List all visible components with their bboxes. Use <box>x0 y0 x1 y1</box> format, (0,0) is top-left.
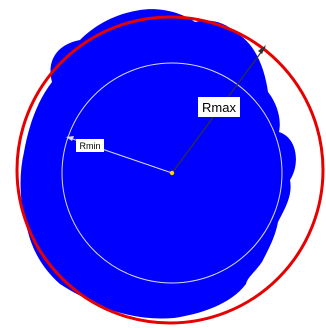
rmin-arrowhead <box>66 136 74 141</box>
blue-irregular-shape <box>20 9 296 319</box>
circumscribed-circle <box>15 15 325 325</box>
inscribed-circle <box>61 62 283 284</box>
rmin-label: Rmin <box>79 141 100 151</box>
rmax-label-background <box>198 97 240 117</box>
rmax-label: Rmax <box>202 100 236 115</box>
rmax-arrowhead <box>258 45 266 54</box>
rmin-label-background <box>76 139 104 152</box>
center-point <box>169 170 175 176</box>
